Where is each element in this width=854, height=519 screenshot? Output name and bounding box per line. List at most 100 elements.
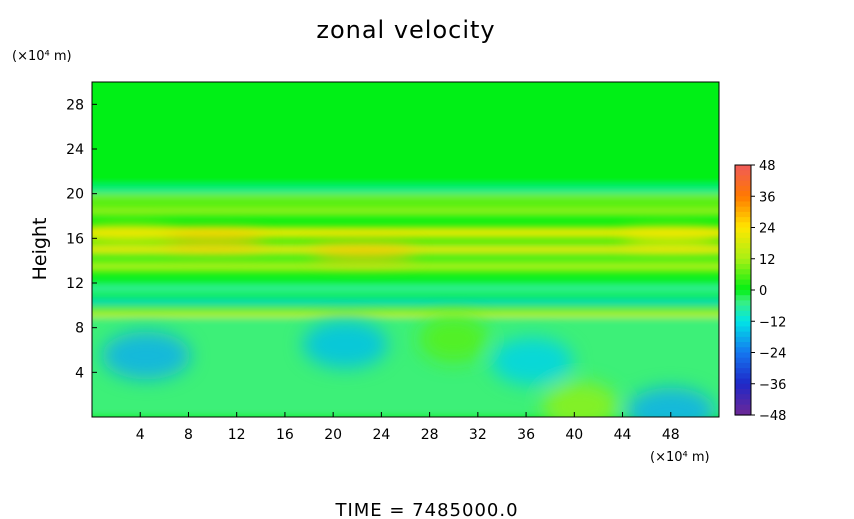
velocity-blob-5 bbox=[302, 320, 389, 369]
colorbar-swatch bbox=[735, 227, 751, 234]
colorbar-swatch bbox=[735, 331, 751, 338]
colorbar-swatch bbox=[735, 373, 751, 380]
velocity-band-2 bbox=[92, 195, 719, 201]
colorbar-swatch bbox=[735, 321, 751, 328]
colorbar-swatch bbox=[735, 409, 751, 416]
plot-area bbox=[92, 82, 719, 417]
x-tick-label: 40 bbox=[565, 427, 583, 443]
velocity-band-4 bbox=[92, 227, 719, 239]
colorbar-swatch bbox=[735, 368, 751, 374]
colorbar-swatch bbox=[735, 269, 751, 275]
colorbar-swatch bbox=[735, 362, 751, 369]
velocity-blob-7 bbox=[626, 387, 716, 417]
colorbar-tick-label: 0 bbox=[759, 284, 767, 299]
y-tick-label: 28 bbox=[66, 97, 84, 113]
colorbar-swatch bbox=[735, 185, 751, 192]
y-axis-ticks: 4 8 12 16 20 24 28 bbox=[66, 97, 97, 381]
y-axis-label: Height bbox=[29, 218, 51, 281]
colorbar-swatch bbox=[735, 170, 751, 177]
velocity-blobs bbox=[92, 226, 719, 417]
y-tick-label: 24 bbox=[66, 142, 84, 158]
colorbar-swatch bbox=[735, 336, 751, 343]
colorbar-tick-label: 24 bbox=[759, 222, 776, 237]
y-tick-label: 12 bbox=[66, 276, 84, 292]
colorbar-swatch bbox=[735, 191, 751, 197]
velocity-blob-2 bbox=[310, 244, 416, 261]
colorbar-swatch bbox=[735, 237, 751, 244]
x-tick-label: 12 bbox=[228, 427, 246, 443]
velocity-blob-3 bbox=[621, 230, 719, 247]
velocity-blob-4 bbox=[101, 331, 191, 380]
colorbar-swatch bbox=[735, 180, 751, 187]
colorbar-swatch bbox=[735, 274, 751, 281]
colorbar-tick-label: −48 bbox=[759, 409, 786, 424]
colorbar-swatch bbox=[735, 175, 751, 182]
plot-frame bbox=[91, 81, 720, 418]
colorbar-swatch bbox=[735, 347, 751, 354]
y-tick-label: 16 bbox=[66, 231, 84, 247]
velocity-blob-8 bbox=[418, 314, 489, 363]
x-tick-label: 32 bbox=[469, 427, 487, 443]
velocity-blob-6 bbox=[490, 337, 574, 386]
colorbar-swatch bbox=[735, 295, 751, 302]
colorbar-swatch bbox=[735, 316, 751, 322]
colorbar-swatch bbox=[735, 399, 751, 406]
x-tick-label: 24 bbox=[372, 427, 390, 443]
velocity-blob-1 bbox=[92, 226, 176, 243]
colorbar-swatch bbox=[735, 232, 751, 239]
y-axis-unit: (×10⁴ m) bbox=[12, 49, 72, 64]
colorbar-swatch bbox=[735, 404, 751, 411]
colorbar-swatch bbox=[735, 201, 751, 208]
x-tick-label: 44 bbox=[614, 427, 632, 443]
colorbar-tick-label: 48 bbox=[759, 159, 776, 174]
colorbar-tick-label: −36 bbox=[759, 378, 786, 393]
colorbar-tick-label: −24 bbox=[759, 347, 786, 362]
x-tick-label: 4 bbox=[136, 427, 145, 443]
colorbar-tick-label: −12 bbox=[759, 315, 786, 330]
colorbar-tick-label: 36 bbox=[759, 190, 776, 205]
velocity-bands bbox=[92, 82, 719, 417]
colorbar-swatch bbox=[735, 211, 751, 218]
colorbar-swatch bbox=[735, 388, 751, 395]
x-tick-label: 36 bbox=[517, 427, 535, 443]
colorbar-swatch bbox=[735, 279, 751, 286]
x-axis-ticks: 4 8 12 16 20 24 28 32 36 40 44 48 bbox=[136, 412, 680, 443]
colorbar-swatch bbox=[735, 300, 751, 307]
y-tick-label: 8 bbox=[75, 321, 84, 337]
x-tick-label: 48 bbox=[662, 427, 680, 443]
y-tick-label: 4 bbox=[75, 365, 84, 381]
colorbar-swatch bbox=[735, 263, 751, 270]
velocity-band-1 bbox=[92, 186, 719, 193]
time-label: TIME = 7485000.0 bbox=[334, 500, 518, 519]
y-tick-label: 20 bbox=[66, 187, 84, 203]
velocity-blob-0 bbox=[160, 232, 265, 249]
velocity-band-3 bbox=[92, 204, 719, 216]
x-tick-label: 28 bbox=[421, 427, 439, 443]
colorbar-ticks: 48 36 24 12 0 −12 −24 −36 −48 bbox=[751, 159, 786, 424]
velocity-band-8 bbox=[92, 298, 719, 306]
velocity-band-0 bbox=[92, 82, 719, 183]
velocity-band-9 bbox=[92, 309, 719, 317]
velocity-blob-9 bbox=[542, 381, 619, 417]
colorbar-swatch bbox=[735, 394, 751, 400]
colorbar-swatch bbox=[735, 326, 751, 333]
velocity-band-6 bbox=[92, 260, 719, 272]
colorbar-swatch bbox=[735, 196, 751, 203]
colorbar-swatches bbox=[735, 165, 751, 416]
colorbar: 48 36 24 12 0 −12 −24 −36 −48 bbox=[734, 159, 786, 424]
x-tick-label: 8 bbox=[184, 427, 193, 443]
colorbar-swatch bbox=[735, 357, 751, 364]
colorbar-swatch bbox=[735, 217, 751, 223]
colorbar-swatch bbox=[735, 383, 751, 390]
colorbar-tick-label: 12 bbox=[759, 253, 776, 268]
x-tick-label: 16 bbox=[276, 427, 294, 443]
colorbar-swatch bbox=[735, 284, 751, 291]
colorbar-swatch bbox=[735, 243, 751, 249]
x-axis-unit: (×10⁴ m) bbox=[650, 450, 710, 465]
colorbar-swatch bbox=[735, 352, 751, 359]
chart-title: zonal velocity bbox=[316, 16, 495, 44]
colorbar-swatch bbox=[735, 290, 751, 296]
colorbar-swatch bbox=[735, 305, 751, 312]
colorbar-swatch bbox=[735, 310, 751, 317]
